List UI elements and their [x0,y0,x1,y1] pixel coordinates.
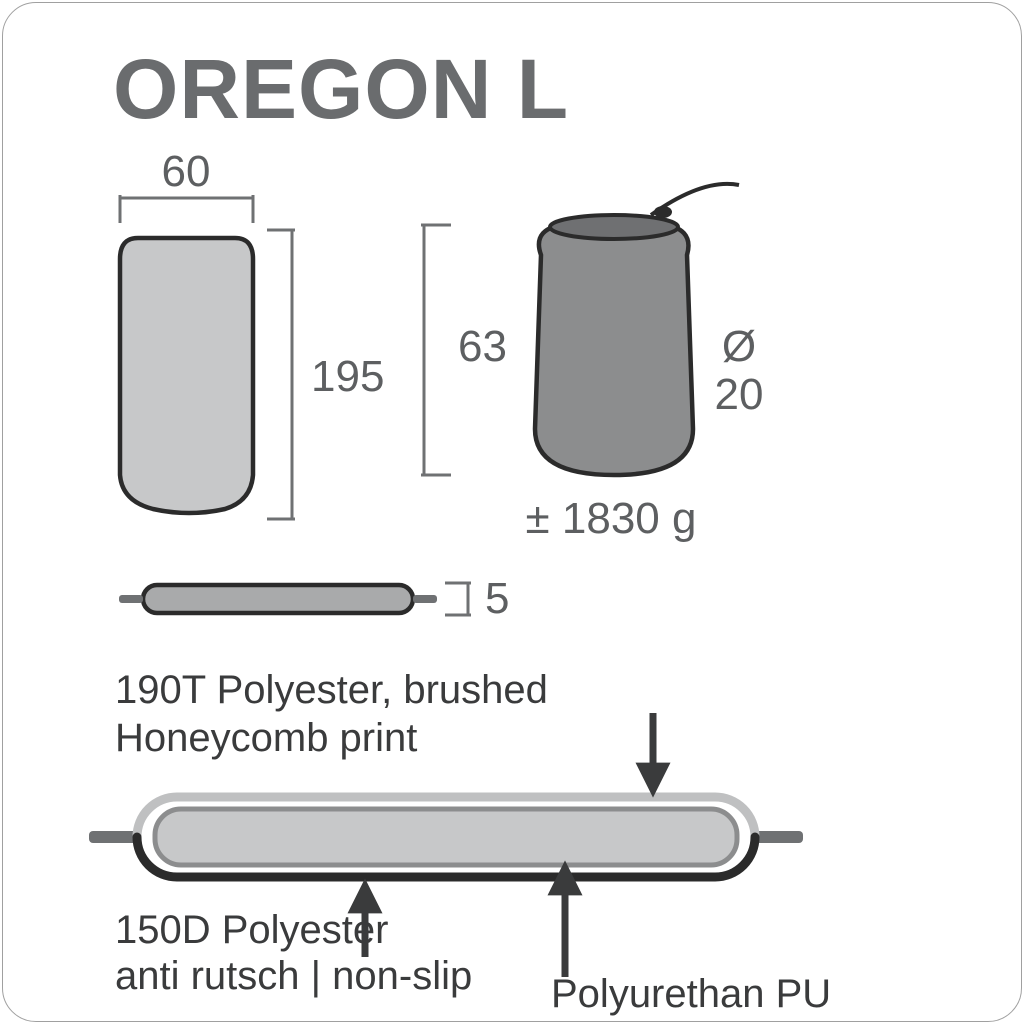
card-frame: OREGON L 60 195 63 [2,2,1022,1022]
infographic-svg: OREGON L 60 195 63 [3,3,1022,1022]
bag-body [535,222,693,476]
stuffbag-group: 63 Ø 20 ± 1830 g [421,184,763,543]
cross-foam [155,809,737,865]
bag-diameter-label: 20 [715,370,764,419]
cross-top-label-1: 190T Polyester, brushed [115,668,548,712]
side-body [143,585,413,613]
bag-cord-toggle [654,206,672,218]
bag-height-label: 63 [458,322,507,371]
mat-outline [120,238,253,513]
side-profile-group: 5 [119,574,509,623]
mat-topview-group: 60 195 [120,147,384,519]
side-nub-right [413,595,437,603]
bag-diameter-symbol: Ø [722,322,756,371]
side-nub-left [119,595,143,603]
product-title: OREGON L [113,42,569,136]
cross-foam-label: Polyurethan PU [551,972,831,1016]
bag-weight-label: ± 1830 g [526,494,697,543]
side-thickness-label: 5 [485,574,509,623]
cross-bottom-label-2: anti rutsch | non-slip [115,954,472,998]
cross-nub-left [89,831,137,843]
bag-opening [550,215,678,239]
mat-length-label: 195 [311,352,384,401]
cross-top-label-2: Honeycomb print [115,716,417,760]
cross-bottom-label-1: 150D Polyester [115,908,388,952]
cross-nub-right [755,831,803,843]
cross-section-group: 190T Polyester, brushed Honeycomb print … [89,668,831,1016]
mat-width-label: 60 [162,147,211,196]
